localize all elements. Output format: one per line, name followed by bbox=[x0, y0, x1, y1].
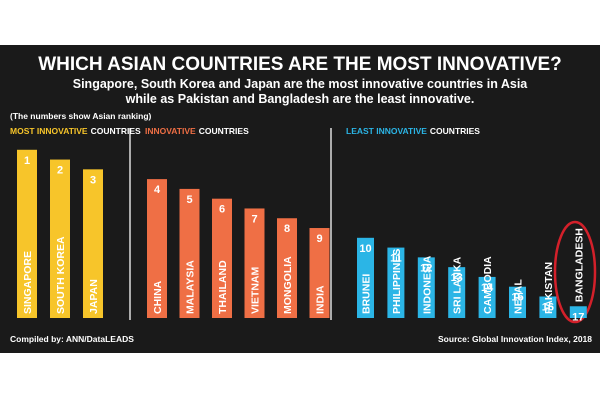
bar bbox=[417, 257, 435, 318]
category-label: SINGAPORE bbox=[22, 251, 34, 314]
bar bbox=[539, 296, 557, 318]
value-label: 4 bbox=[154, 184, 161, 196]
value-label: 17 bbox=[572, 311, 584, 323]
value-label: 5 bbox=[186, 194, 192, 206]
group-header: MOST INNOVATIVE COUNTRIES bbox=[10, 126, 141, 136]
category-label: MALAYSIA bbox=[185, 260, 197, 314]
category-label: NEPAL bbox=[513, 279, 525, 314]
category-label: SRI LANKA bbox=[452, 256, 464, 314]
note: (The numbers show Asian ranking) bbox=[10, 111, 152, 121]
bar bbox=[509, 286, 526, 318]
group-header-suffix: COUNTRIES bbox=[199, 126, 249, 136]
value-label: 9 bbox=[316, 233, 322, 245]
value-label: 2 bbox=[57, 165, 63, 177]
category-label: THAILAND bbox=[217, 260, 229, 314]
value-label: 15 bbox=[511, 292, 523, 304]
group-header: LEAST INNOVATIVE COUNTRIES bbox=[346, 126, 480, 136]
group-header-name: LEAST INNOVATIVE bbox=[346, 126, 427, 136]
value-label: 13 bbox=[451, 272, 463, 284]
category-label: SOUTH KOREA bbox=[55, 236, 67, 314]
value-label: 11 bbox=[390, 253, 402, 265]
credit: Compiled by: ANN/DataLEADS bbox=[10, 334, 134, 344]
category-label: JAPAN bbox=[88, 279, 100, 314]
value-label: 6 bbox=[219, 204, 225, 216]
bar bbox=[147, 179, 167, 318]
category-label: CAMBODIA bbox=[482, 256, 494, 314]
bar bbox=[50, 159, 70, 318]
value-label: 16 bbox=[542, 301, 554, 313]
bar bbox=[179, 188, 200, 318]
category-label: PHILIPPINES bbox=[391, 249, 403, 314]
bar bbox=[309, 228, 330, 318]
subtitle: while as Pakistan and Bangladesh are the… bbox=[125, 92, 475, 106]
value-label: 8 bbox=[284, 223, 290, 235]
value-label: 10 bbox=[359, 243, 371, 255]
bar bbox=[357, 237, 374, 318]
bar bbox=[478, 276, 496, 318]
category-label: PAKISTAN bbox=[543, 262, 555, 314]
group-header: INNOVATIVE COUNTRIES bbox=[145, 126, 249, 136]
category-label: INDIA bbox=[315, 285, 327, 314]
bar bbox=[17, 149, 37, 318]
category-label: BRUNEI bbox=[361, 274, 373, 314]
category-label: CHINA bbox=[152, 280, 164, 314]
group-header-name: MOST INNOVATIVE bbox=[10, 126, 88, 136]
bar bbox=[387, 247, 405, 318]
bar bbox=[83, 169, 103, 318]
category-label: INDONESIA bbox=[421, 255, 433, 314]
value-label: 7 bbox=[251, 213, 257, 225]
bar bbox=[244, 208, 265, 318]
category-label: MONGOLIA bbox=[282, 256, 294, 314]
value-label: 14 bbox=[481, 282, 494, 294]
value-label: 1 bbox=[24, 155, 30, 167]
bar bbox=[212, 198, 232, 318]
chart-title: WHICH ASIAN COUNTRIES ARE THE MOST INNOV… bbox=[38, 54, 562, 75]
value-label: 12 bbox=[420, 262, 432, 274]
value-label: 3 bbox=[90, 174, 96, 186]
bar bbox=[569, 306, 587, 318]
group-header-suffix: COUNTRIES bbox=[430, 126, 480, 136]
category-label: BANGLADESH bbox=[573, 228, 585, 302]
subtitle: Singapore, South Korea and Japan are the… bbox=[73, 77, 529, 91]
group-header-suffix: COUNTRIES bbox=[91, 126, 141, 136]
group-header-name: INNOVATIVE bbox=[145, 126, 196, 136]
highlight-circle bbox=[553, 220, 597, 324]
source: Source: Global Innovation Index, 2018 bbox=[438, 334, 592, 344]
bar bbox=[448, 267, 466, 318]
category-label: VIETNAM bbox=[250, 266, 262, 314]
bar bbox=[277, 218, 297, 318]
